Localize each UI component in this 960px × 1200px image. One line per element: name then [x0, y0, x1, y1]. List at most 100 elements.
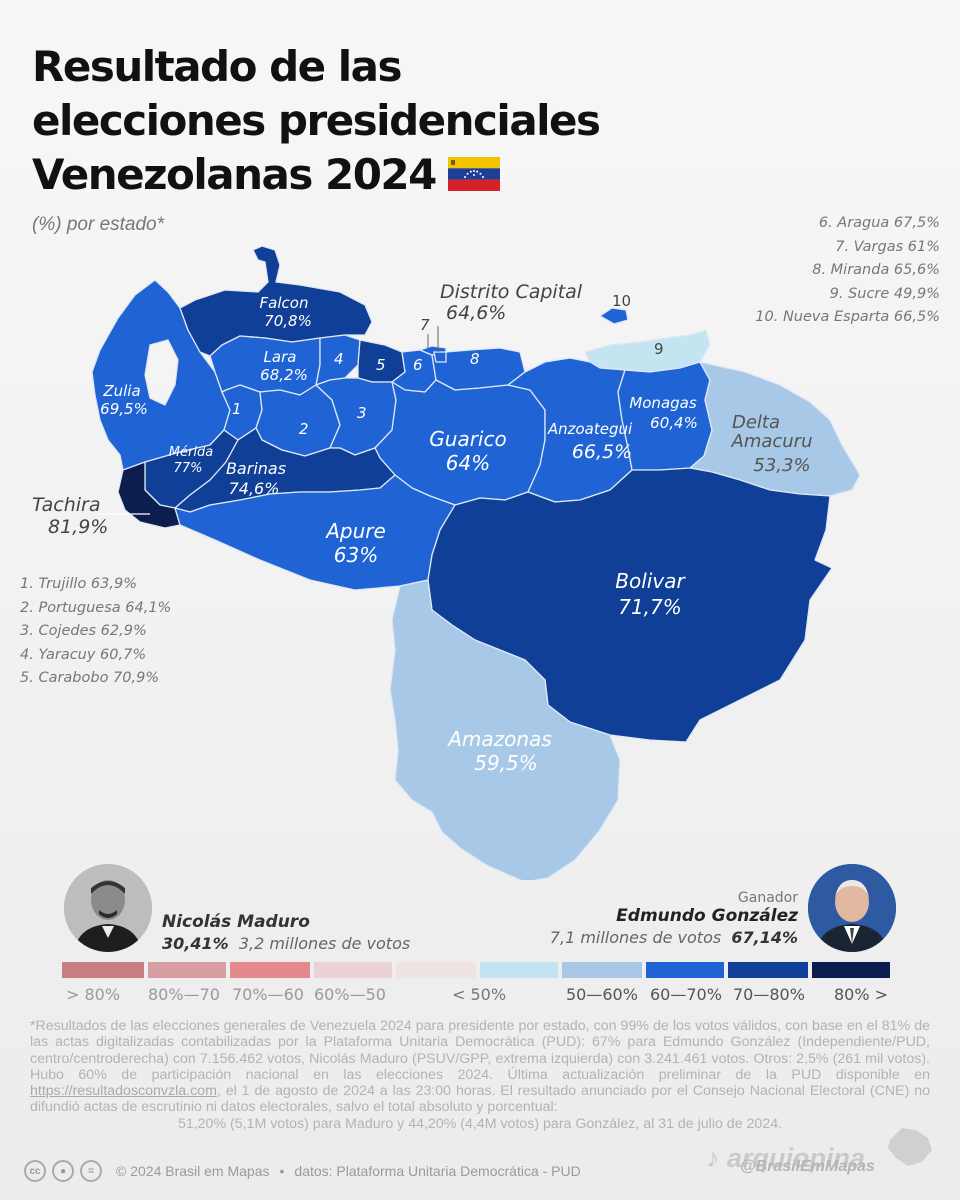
- brasil-em-mapas-logo-icon: [888, 1128, 932, 1166]
- attribution-icon: ●: [52, 1160, 74, 1182]
- legend-label-60-50: 60%—50: [314, 985, 386, 1004]
- footnote: *Resultados de las elecciones generales …: [30, 1018, 930, 1132]
- map-number-6: 6: [413, 356, 423, 374]
- legend-swatch-maduro-70-60: [230, 962, 310, 978]
- anzoategui-name: Anzoategui: [547, 420, 633, 438]
- map-number-3: 3: [357, 404, 367, 422]
- state-nueva-esparta[interactable]: [599, 307, 629, 325]
- footnote-part-2: , el 1 de agosto de 2024 a las 23:00 hor…: [30, 1083, 930, 1116]
- title-line-1: Resultado de las: [32, 42, 403, 91]
- tachira-label: Tachira 81,9%: [20, 494, 108, 538]
- distrito-capital-value: 64,6%: [446, 302, 507, 324]
- no-derivatives-icon: =: [80, 1160, 102, 1182]
- page-title: Resultado de las elecciones presidencial…: [32, 40, 652, 202]
- legend-label-80-70: 80%—70: [148, 985, 220, 1004]
- map-number-9: 9: [654, 340, 664, 358]
- legend-swatch-maduro-lt50: [396, 962, 476, 978]
- lara-name: Lara: [264, 348, 297, 366]
- venezuela-flag-icon: [447, 156, 500, 191]
- results-link[interactable]: https://resultadosconvzla.com: [30, 1083, 217, 1100]
- state-distrito-capital[interactable]: [433, 351, 447, 363]
- falcon-value: 70,8%: [264, 312, 312, 330]
- list-item: 2. Portuguesa 64,1%: [20, 599, 172, 616]
- list-item: 8. Miranda 65,6%: [812, 262, 940, 278]
- bolivar-name: Bolivar: [615, 569, 686, 593]
- map-number-2: 2: [299, 420, 309, 438]
- monagas-value: 60,4%: [650, 414, 698, 432]
- list-item: 5. Carabobo 70,9%: [20, 670, 160, 686]
- list-item: 4. Yaracuy 60,7%: [20, 646, 147, 663]
- creative-commons-icon: cc: [24, 1160, 46, 1182]
- legend-label-80p: 80% >: [834, 985, 889, 1004]
- map-number-1: 1: [232, 400, 242, 418]
- title-line-2: elecciones presidenciales: [32, 96, 601, 145]
- person-icon: [808, 864, 896, 952]
- list-item: 10. Nueva Esparta 66,5%: [755, 309, 940, 325]
- amazonas-name: Amazonas: [446, 727, 552, 751]
- list-item: 9. Sucre 49,9%: [829, 285, 940, 302]
- legend-swatch-gonzalez-80p: [812, 962, 890, 978]
- legend-swatch-maduro-gt80: [62, 962, 144, 978]
- legend-label-50-60: 50—60%: [566, 985, 638, 1004]
- list-item: 7. Vargas 61%: [835, 238, 940, 255]
- anzoategui-value: 66,5%: [572, 441, 632, 463]
- tiktok-watermark: ♪ arquiopina: [706, 1143, 866, 1173]
- legend-swatch-gonzalez-60-70: [646, 962, 724, 978]
- footnote-part-1: *Resultados de las elecciones generales …: [30, 1018, 930, 1083]
- list-item: 1. Trujillo 63,9%: [20, 576, 137, 592]
- zulia-value: 69,5%: [100, 400, 148, 418]
- list-item: 3. Cojedes 62,9%: [20, 623, 147, 639]
- map-number-10: 10: [612, 292, 631, 310]
- falcon-name: Falcon: [260, 294, 309, 312]
- title-line-3: Venezolanas 2024: [32, 148, 652, 202]
- apure-name: Apure: [324, 519, 386, 543]
- brand-handle: @BrasilEmMapas: [740, 1158, 875, 1175]
- guarico-value: 64%: [446, 451, 490, 475]
- state-apure[interactable]: [174, 474, 456, 591]
- amazonas-value: 59,5%: [474, 751, 538, 775]
- person-icon: [64, 864, 152, 952]
- delta-name-line2: Amacuru: [731, 431, 813, 452]
- barinas-name: Barinas: [226, 459, 286, 478]
- legend-label-60-70: 60—70%: [650, 985, 722, 1004]
- distrito-capital-name: Distrito Capital: [440, 281, 583, 303]
- gonzalez-votes: 7,1 millones de votos: [549, 928, 722, 947]
- state-list-right: 6. Aragua 67,5% 7. Vargas 61% 8. Miranda…: [755, 212, 940, 330]
- gonzalez-info: Ganador Edmundo González 7,1 millones de…: [550, 890, 798, 947]
- legend-swatch-gonzalez-lt50: [480, 962, 558, 978]
- title-line-3-text: Venezolanas 2024: [32, 150, 437, 199]
- source-text: datos: Plataforma Unitaria Democrática -…: [294, 1163, 581, 1179]
- winner-tag: Ganador: [737, 890, 798, 906]
- tachira-name: Tachira: [32, 494, 101, 516]
- footnote-part-3: 51,20% (5,1M votos) para Maduro y 44,20%…: [177, 1115, 783, 1132]
- maduro-avatar: [64, 864, 152, 952]
- tiktok-handle: arquiopina: [727, 1143, 866, 1173]
- footer-separator: •: [279, 1163, 285, 1179]
- apure-value: 63%: [334, 543, 378, 567]
- delta-name-line1: Delta: [732, 412, 780, 433]
- legend-swatch-gonzalez-50-60: [562, 962, 642, 978]
- zulia-name: Zulia: [102, 382, 140, 400]
- maduro-percent: 30,41%: [162, 934, 229, 953]
- subtitle: (%) por estado*: [32, 214, 165, 235]
- venezuela-map: 1 2 3 4 5 6 7 8 9 10 Falcon 70,8% Lara 6…: [91, 245, 861, 880]
- legend-label-lt50: < 50%: [452, 985, 507, 1004]
- merida-value: 77%: [174, 461, 203, 476]
- gonzalez-avatar: [808, 864, 896, 952]
- maduro-votes: 3,2 millones de votos: [238, 934, 411, 953]
- tachira-value: 81,9%: [48, 516, 109, 538]
- gonzalez-name: Edmundo González: [616, 906, 798, 926]
- legend-swatch-gonzalez-70-80: [728, 962, 808, 978]
- merida-name: Mérida: [169, 445, 213, 460]
- map-number-5: 5: [376, 356, 386, 374]
- legend-label-70-60: 70%—60: [232, 985, 304, 1004]
- barinas-value: 74,6%: [229, 479, 280, 498]
- copyright-text: © 2024 Brasil em Mapas: [116, 1163, 270, 1179]
- legend-swatch-maduro-60-50: [314, 962, 392, 978]
- state-amazonas[interactable]: [389, 579, 621, 880]
- bolivar-value: 71,7%: [618, 595, 682, 619]
- monagas-name: Monagas: [629, 394, 697, 412]
- state-list-left: 1. Trujillo 63,9% 2. Portuguesa 64,1% 3.…: [20, 573, 171, 691]
- list-item: 6. Aragua 67,5%: [818, 215, 940, 231]
- legend-swatch-maduro-80-70: [148, 962, 226, 978]
